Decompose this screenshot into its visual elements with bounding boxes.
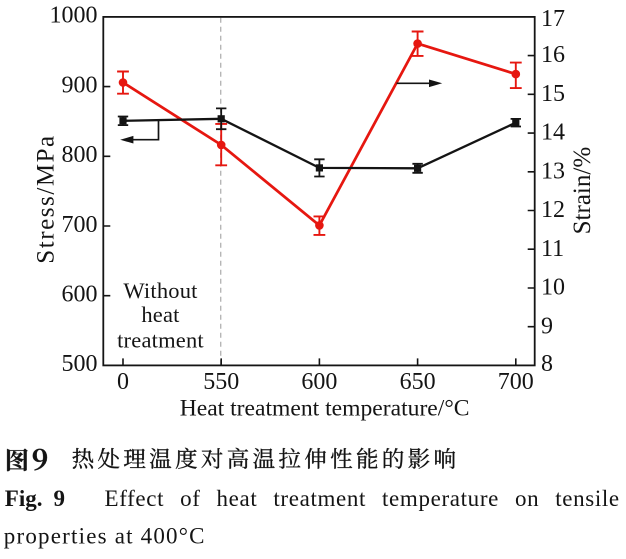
svg-text:15: 15	[541, 81, 565, 107]
svg-text:Stress/MPa: Stress/MPa	[33, 134, 60, 263]
svg-text:Without: Without	[123, 278, 198, 303]
svg-text:heat: heat	[141, 302, 180, 327]
svg-text:Effect of heat treatment tempe: Effect of heat treatment temperature on …	[105, 486, 620, 511]
svg-text:properties at 400°C: properties at 400°C	[4, 524, 206, 549]
svg-text:600: 600	[62, 282, 98, 308]
svg-text:500: 500	[62, 351, 98, 377]
svg-text:Strain/%: Strain/%	[569, 147, 596, 235]
svg-text:8: 8	[541, 351, 553, 377]
svg-text:Fig.: Fig.	[5, 486, 43, 511]
svg-text:Heat treatment temperature/°C: Heat treatment temperature/°C	[180, 396, 470, 422]
svg-text:700: 700	[498, 369, 534, 395]
svg-text:9: 9	[541, 313, 553, 339]
svg-text:550: 550	[203, 369, 239, 395]
svg-text:13: 13	[541, 158, 565, 184]
svg-text:600: 600	[301, 369, 337, 395]
svg-text:14: 14	[541, 120, 565, 146]
svg-text:650: 650	[400, 369, 436, 395]
svg-text:700: 700	[62, 212, 98, 238]
svg-text:9: 9	[54, 486, 66, 511]
svg-text:treatment: treatment	[117, 327, 204, 352]
svg-text:16: 16	[541, 42, 565, 68]
svg-text:800: 800	[62, 142, 98, 168]
svg-text:11: 11	[541, 236, 564, 262]
svg-text:17: 17	[541, 6, 565, 32]
svg-text:12: 12	[541, 197, 565, 223]
svg-text:1000: 1000	[50, 3, 98, 29]
svg-text:0: 0	[117, 369, 129, 395]
svg-text:900: 900	[62, 72, 98, 98]
svg-text:10: 10	[541, 275, 565, 301]
